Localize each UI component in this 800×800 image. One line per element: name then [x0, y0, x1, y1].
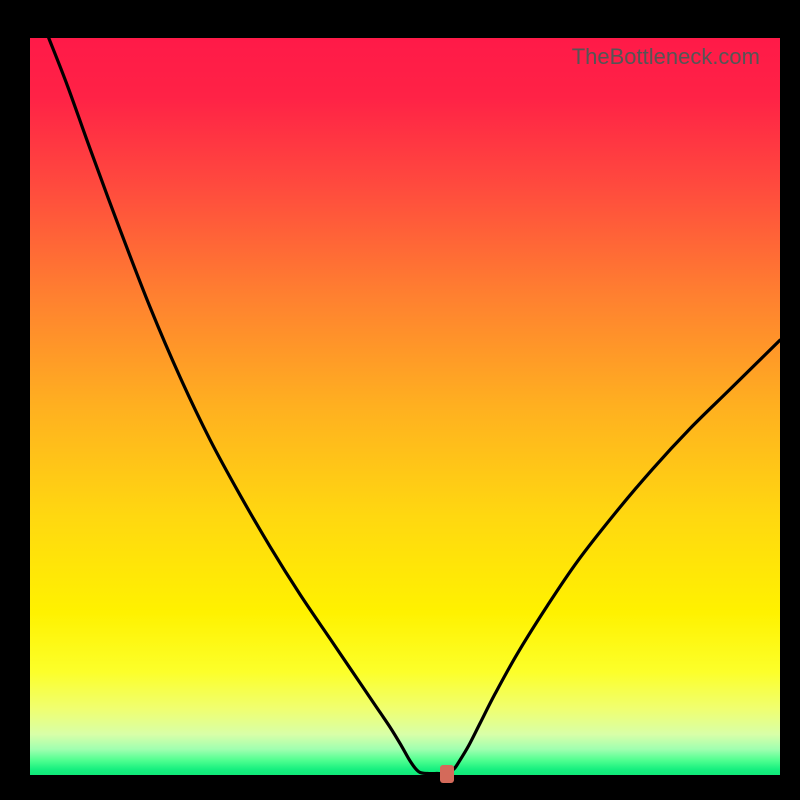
chart-background: [30, 38, 780, 775]
chart-plot-area: [30, 38, 780, 775]
watermark-text: TheBottleneck.com: [572, 44, 760, 70]
optimum-marker: [440, 765, 454, 783]
chart-frame: TheBottleneck.com: [0, 0, 800, 800]
chart-svg: [30, 38, 780, 775]
